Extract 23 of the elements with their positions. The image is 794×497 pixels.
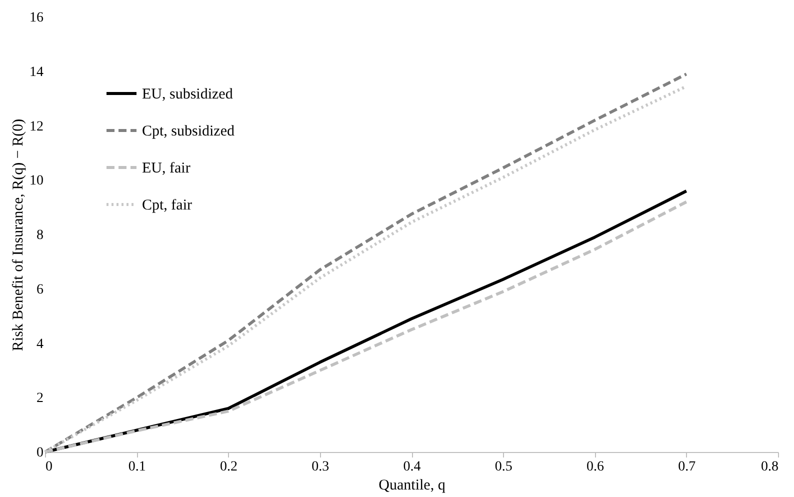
x-tick-label: 0.3 — [312, 460, 330, 474]
y-tick-label: 2 — [36, 391, 44, 406]
x-tick-label: 0.7 — [678, 460, 696, 474]
x-tick-label: 0.4 — [403, 460, 421, 474]
y-tick-label: 8 — [36, 228, 44, 243]
x-tick-label: 0.5 — [494, 460, 512, 474]
y-tick-label: 0 — [36, 446, 44, 460]
x-tick-label: 0.1 — [128, 460, 146, 474]
legend-label: EU, subsidized — [142, 86, 234, 102]
legend-label: Cpt, fair — [142, 198, 192, 214]
y-tick-label: 16 — [30, 10, 44, 26]
y-axis-title: Risk Benefit of Insurance, R(q) − R(0) — [10, 118, 26, 352]
y-tick-label: 10 — [30, 174, 44, 189]
y-tick-label: 14 — [30, 64, 44, 80]
x-tick-label: 0.2 — [220, 460, 238, 474]
y-tick-label: 12 — [30, 119, 44, 134]
y-tick-label: 6 — [36, 282, 44, 298]
legend-label: Cpt, subsidized — [142, 124, 235, 140]
y-tick-label: 4 — [36, 336, 44, 352]
x-tick-label: 0.8 — [761, 460, 778, 474]
x-axis-title: Quantile, q — [378, 478, 446, 494]
legend-label: EU, fair — [142, 160, 190, 176]
x-tick-label: 0.6 — [586, 460, 604, 474]
